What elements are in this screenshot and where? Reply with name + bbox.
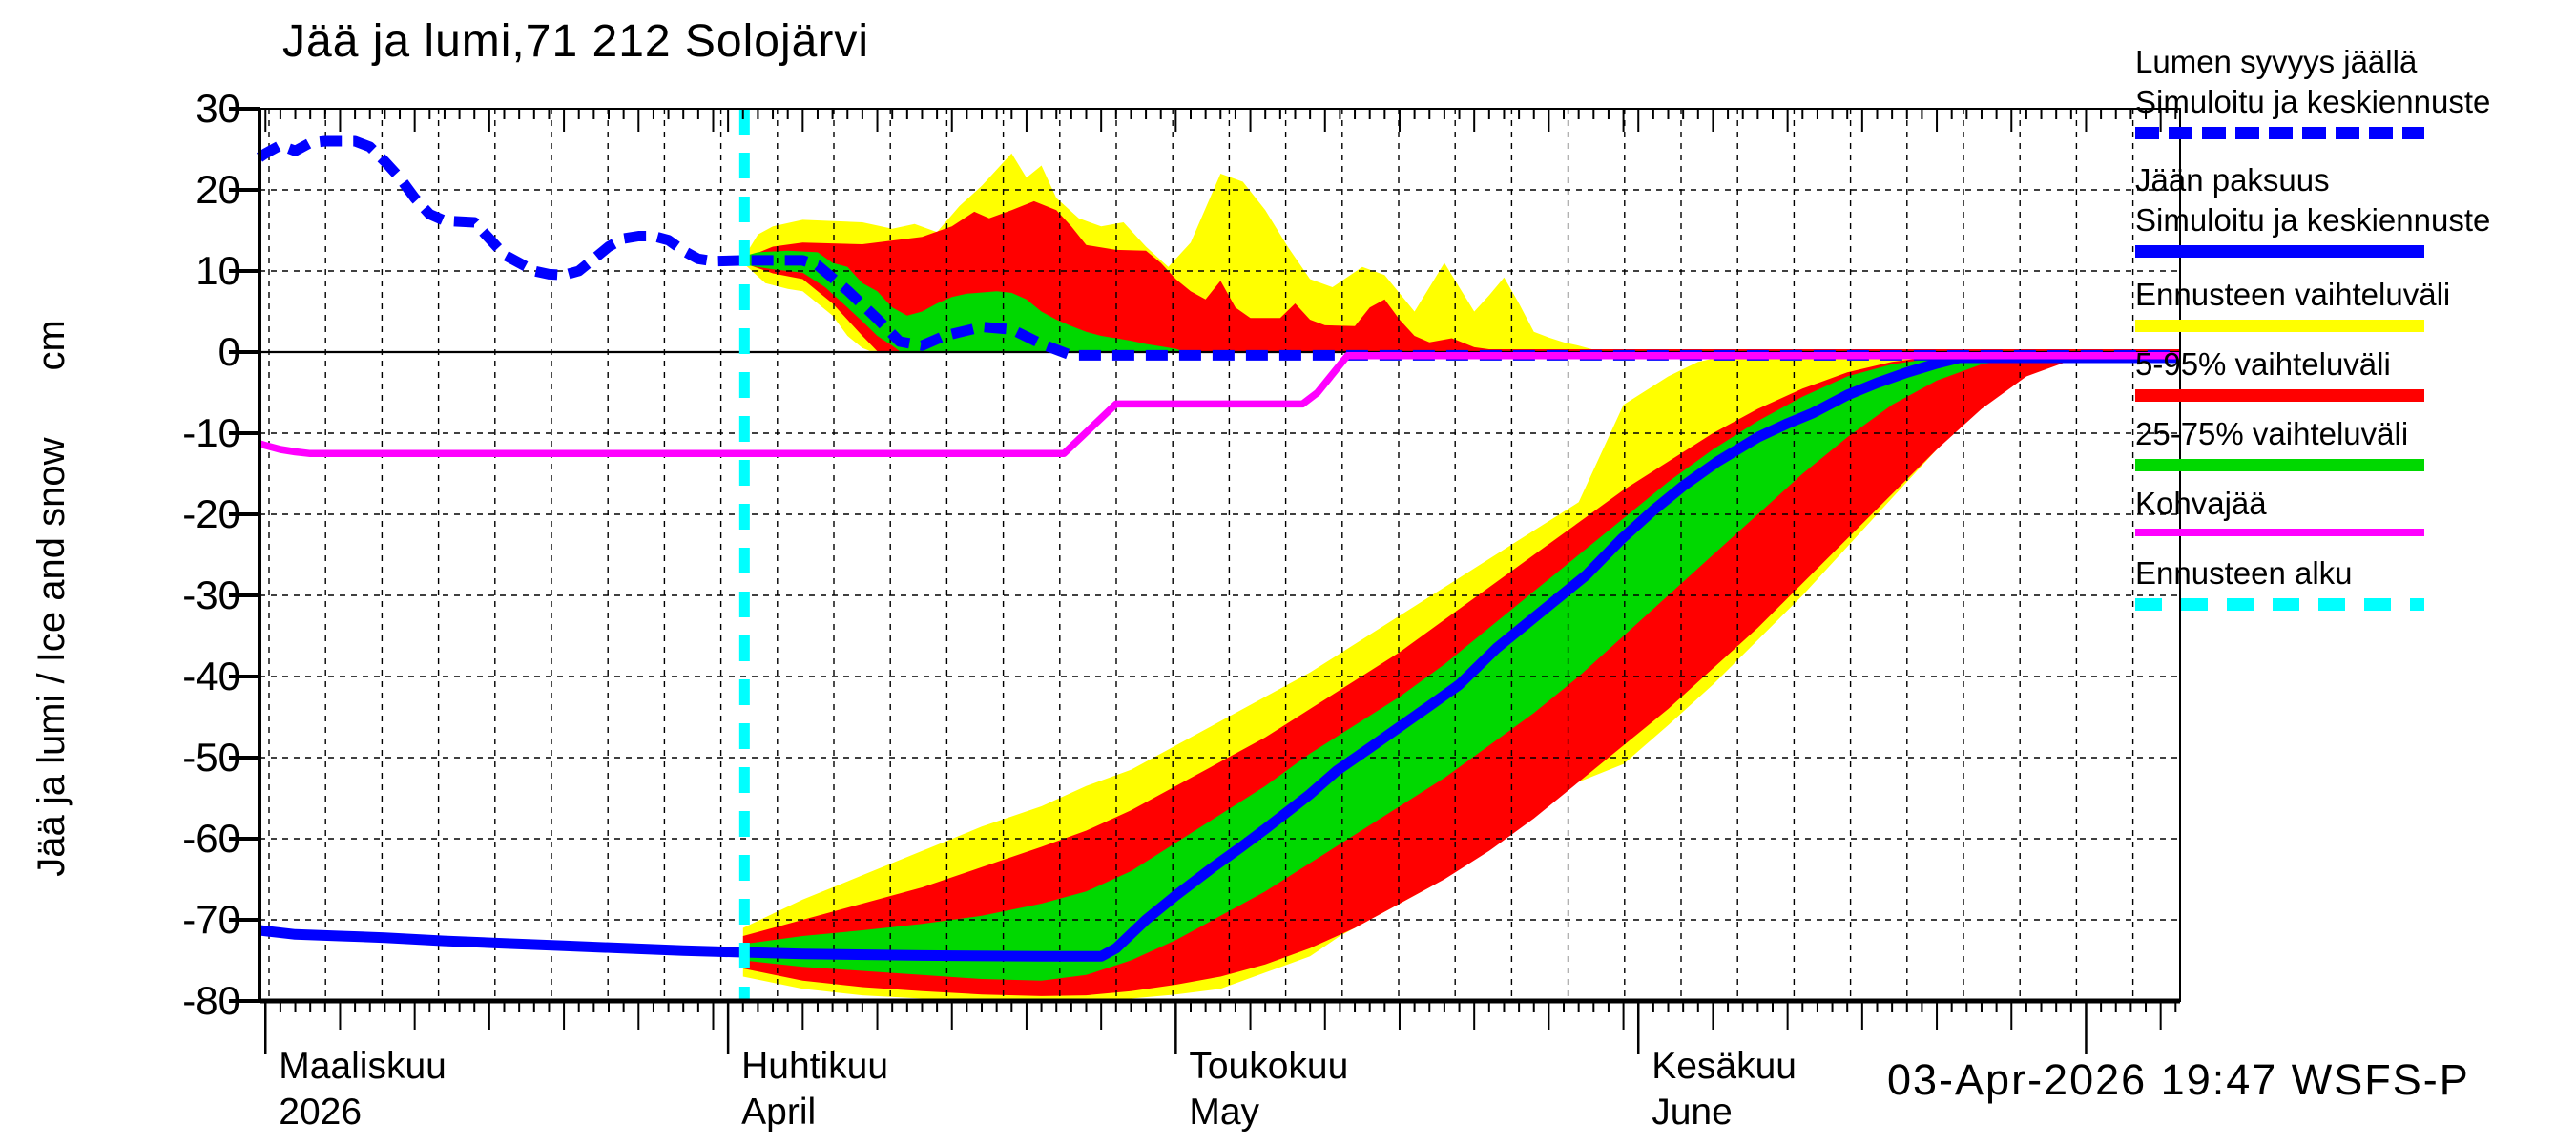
ice-range-25-75-band <box>742 355 2026 981</box>
month-name-en: 2026 <box>279 1092 363 1133</box>
month-label: Kesäkuu June <box>1652 1044 1797 1135</box>
page-title: Jää ja lumi,71 212 Solojärvi <box>282 16 869 67</box>
legend-label: 5-95% vaihteluväli <box>2135 346 2391 382</box>
legend-label: 25-75% vaihteluväli <box>2135 416 2409 451</box>
legend-item-snow-depth: Lumen syvyys jäällä Simuloitu ja keskien… <box>2135 42 2574 139</box>
month-name-en: April <box>741 1092 817 1133</box>
snow-range-5-95-band <box>742 200 2180 352</box>
green-band-sample <box>2135 459 2424 471</box>
y-axis-tick-label: -60 <box>182 816 240 861</box>
month-name-fi: Toukokuu <box>1189 1046 1349 1087</box>
y-axis-label: Jää ja lumi / Ice and snow cm <box>26 264 77 932</box>
kohvajaa-frazil-ice-line <box>258 352 2180 458</box>
timestamp: 03-Apr-2026 19:47 WSFS-P <box>1887 1055 2470 1104</box>
legend-item-5-95-range: 5-95% vaihteluväli <box>2135 344 2574 402</box>
legend-item-forecast-range: Ennusteen vaihteluväli <box>2135 275 2574 332</box>
legend-label: Kohvajää <box>2135 486 2267 521</box>
y-axis-tick-label: -70 <box>182 897 240 942</box>
y-axis-tick-label: -20 <box>182 491 240 536</box>
month-name-en: June <box>1652 1092 1733 1133</box>
legend-item-25-75-range: 25-75% vaihteluväli <box>2135 414 2574 471</box>
month-name-fi: Kesäkuu <box>1652 1046 1797 1087</box>
y-axis-tick-label: -10 <box>182 410 240 455</box>
month-name-fi: Maaliskuu <box>279 1046 447 1087</box>
legend-item-kohvajaa: Kohvajää <box>2135 484 2574 536</box>
y-axis-tick-label: 0 <box>218 329 240 374</box>
y-axis-tick-label: 30 <box>196 86 240 131</box>
month-name-en: May <box>1189 1092 1260 1133</box>
snow-range-25-75-band <box>742 250 1184 352</box>
y-axis-unit: cm <box>30 320 73 371</box>
y-axis-tick-label: -50 <box>182 735 240 780</box>
y-axis-tick-label: 10 <box>196 248 240 293</box>
y-axis-tick-label: -40 <box>182 654 240 698</box>
y-axis-tick-label: -80 <box>182 978 240 1023</box>
legend-item-forecast-start: Ennusteen alku <box>2135 553 2574 611</box>
legend-label: Ennusteen alku <box>2135 555 2353 591</box>
legend-label: Jään paksuus <box>2135 162 2330 198</box>
cyan-dashed-line-sample <box>2135 598 2424 611</box>
ice-thickness-simulated-and-median-forecast-line <box>259 352 2180 962</box>
y-axis-tick-label: 20 <box>196 167 240 212</box>
y-axis-label-text: Jää ja lumi / Ice and snow <box>30 437 73 877</box>
magenta-line-sample <box>2135 529 2424 536</box>
month-label: Maaliskuu 2026 <box>279 1044 447 1135</box>
snow-depth-on-ice-simulated-and-median-forecast-line <box>256 135 2180 361</box>
month-name-fi: Huhtikuu <box>741 1046 889 1087</box>
yellow-band-sample <box>2135 320 2424 332</box>
legend-label: Simuloitu ja keskiennuste <box>2135 84 2491 119</box>
blue-dashed-line-sample <box>2135 127 2424 139</box>
legend-label: Lumen syvyys jäällä <box>2135 44 2418 79</box>
legend-label: Simuloitu ja keskiennuste <box>2135 202 2491 238</box>
legend-label: Ennusteen vaihteluväli <box>2135 277 2451 312</box>
red-band-sample <box>2135 389 2424 402</box>
blue-solid-line-sample <box>2135 245 2424 258</box>
legend-item-ice-thickness: Jään paksuus Simuloitu ja keskiennuste <box>2135 160 2574 258</box>
month-label: Huhtikuu April <box>741 1044 888 1135</box>
y-axis-tick-label: -30 <box>182 572 240 617</box>
legend: Lumen syvyys jäällä Simuloitu ja keskien… <box>2135 0 2574 668</box>
month-label: Toukokuu May <box>1189 1044 1348 1135</box>
